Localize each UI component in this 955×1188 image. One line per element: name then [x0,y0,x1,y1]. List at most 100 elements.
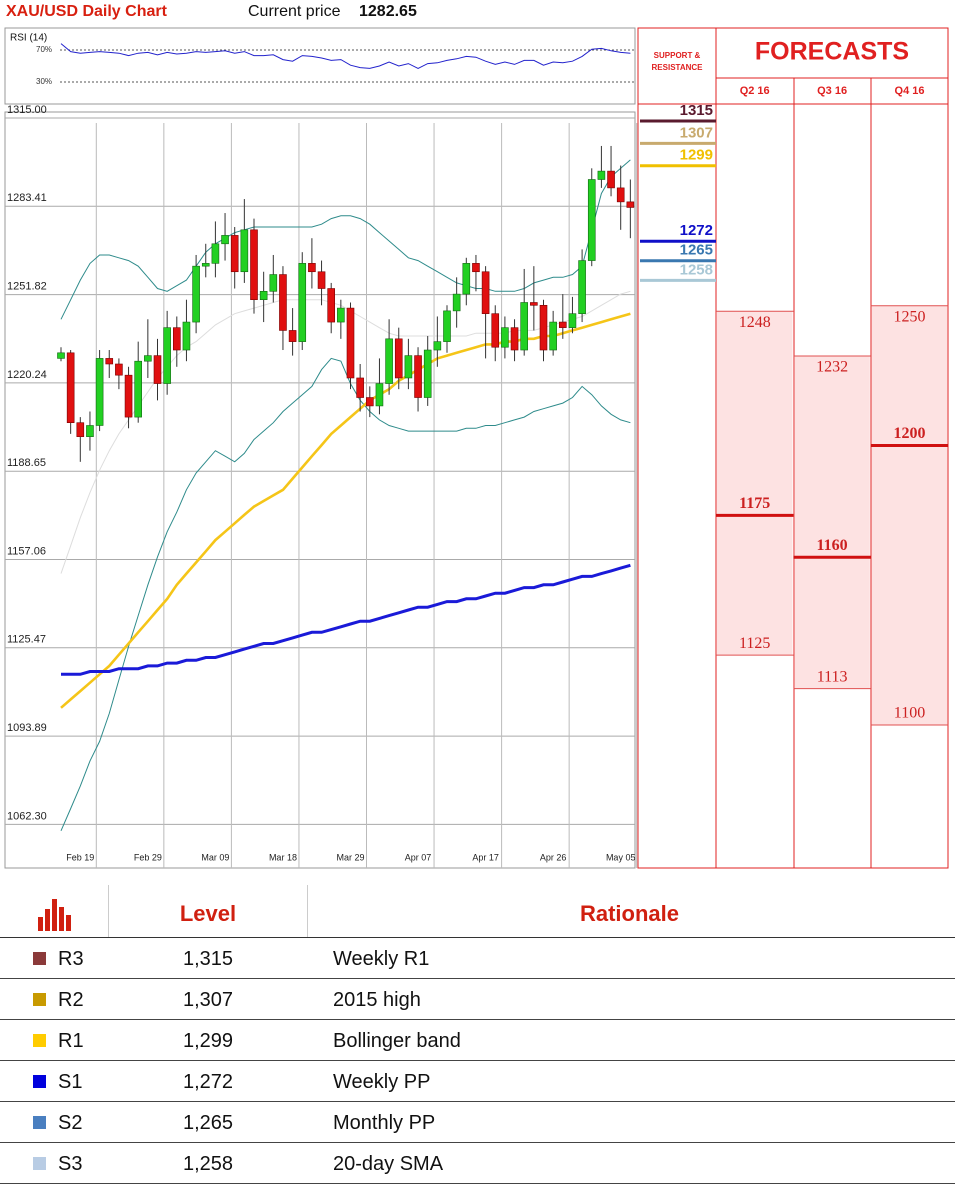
chart-title: XAU/USD Daily Chart [6,3,168,20]
candle-body [385,338,393,384]
swatch [33,952,46,965]
level-code: R3 [58,948,84,970]
candle-body [356,377,364,398]
candle-body [115,363,123,376]
candle-body [462,263,471,295]
rsi-line [60,43,631,69]
y-tick-label: 1188.65 [7,457,46,469]
swatch [33,1075,46,1088]
level-label: 1272 [680,222,713,239]
y-tick-label: 1283.41 [7,192,47,204]
candle-body [298,263,307,342]
candle-body [144,355,152,362]
table-header: Level Rationale [0,885,955,938]
x-tick-label: May 05 [606,852,636,862]
candle-body [182,321,191,351]
level-value: 1,265 [182,1112,234,1134]
x-tick-label: Mar 29 [336,852,364,862]
chart-area: XAU/USD Daily Chart Current price 1282.6… [4,3,949,869]
forecast-base-label: 1160 [817,537,848,554]
candle-body [501,327,509,348]
forecast-base-label: 1175 [739,495,770,512]
candle-body [452,293,461,312]
candle-body [375,383,384,407]
table-row: R2 1,307 2015 high [0,979,955,1020]
candle-body [558,321,567,328]
quarter-label: Q2 16 [740,85,770,97]
level-label: 1265 [680,242,713,259]
icon [38,899,71,931]
forecast-range [794,356,870,689]
indicator-line [60,357,631,831]
x-tick-label: Apr 17 [472,852,499,862]
candle-body [250,229,258,300]
candle-body [443,310,451,342]
candle-body [124,374,133,418]
level-code: S2 [58,1112,83,1134]
candle-body [337,307,345,323]
forecast-title: FORECASTS [755,38,909,66]
swatch [33,1034,46,1047]
col-divider [307,885,308,937]
candle-body [423,349,432,398]
forecast-range [871,305,948,726]
table-row: R3 1,315 Weekly R1 [0,938,955,979]
candle-body [510,327,519,351]
candle-body [192,265,200,323]
candle-body [57,352,65,359]
quarter-label: Q3 16 [817,85,847,97]
level-code: R1 [58,1030,84,1052]
candle-body [105,358,114,365]
candle-body [404,355,413,379]
y-tick-label: 1062.30 [7,810,47,822]
rsi-frame [4,27,636,105]
level-label: 1307 [680,124,713,141]
x-tick-label: Feb 29 [134,852,162,862]
candle-body [269,274,278,292]
swatch [33,1157,46,1170]
swatch [33,1116,46,1129]
candle-body [539,304,548,351]
candle-body [279,274,287,331]
rationale: Weekly PP [333,1071,431,1093]
candle-body [578,260,586,314]
candle-body [481,271,490,314]
sr-title-box: SUPPORT & RESISTANCE [652,51,703,72]
candle-body [549,321,557,351]
forecast-base-label: 1200 [894,425,926,442]
y-tick-label: 70% [36,45,52,54]
forecast-low-label: 1113 [817,668,848,685]
swatch [33,993,46,1006]
level-code: R2 [58,989,84,1011]
candle-body [597,170,606,180]
candle-body [201,263,210,267]
rsi-title: RSI (14) [10,33,47,44]
table: Level Rationale R3 1,315 Weekly R1 R2 1,307 2… [0,885,955,1184]
forecast-high-label: 1248 [739,314,771,331]
y-tick-label: 1125.47 [7,634,46,646]
table-row: R1 1,299 Bollinger band [0,1020,955,1061]
x-tick-label: Apr 26 [540,852,567,862]
rationale: Weekly R1 [333,948,430,970]
candle-body [134,360,142,418]
x-tick-label: Mar 09 [201,852,229,862]
x-tick-label: Mar 18 [269,852,297,862]
forecast-range [717,311,793,656]
candle-body [173,327,181,351]
rationale: Monthly PP [333,1112,436,1134]
candle-body [587,179,596,261]
candle-body [607,170,615,189]
header-cell: Rationale [579,901,680,926]
side-frame [637,27,949,869]
candle-body [530,302,538,306]
candle-body [86,425,94,437]
x-tick-label: Feb 19 [66,852,94,862]
level-code: S1 [58,1071,83,1093]
candle-body [95,358,104,426]
forecast-high-label: 1250 [894,308,926,325]
quarter-label: Q4 16 [895,85,925,97]
y-tick-label: 1093.89 [7,722,47,734]
candle-body [365,397,374,407]
y-tick-label: 1251.82 [7,281,47,293]
